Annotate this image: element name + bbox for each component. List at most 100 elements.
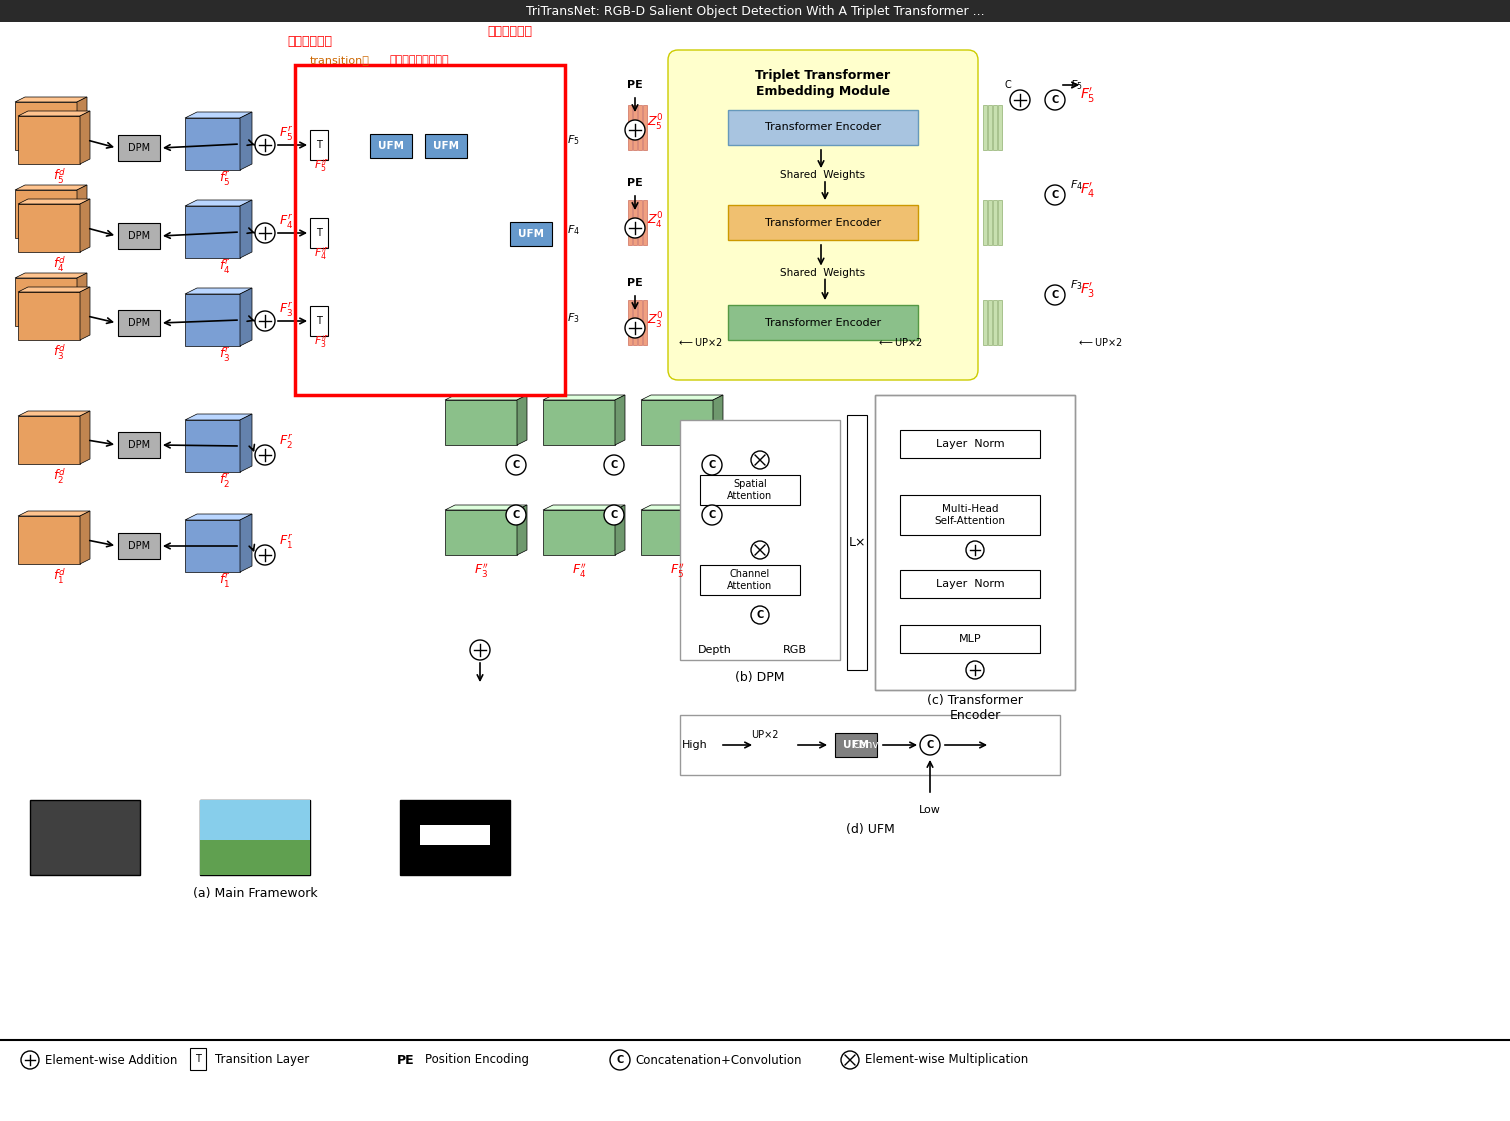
Text: UP×2: UP×2 [752, 730, 779, 740]
Text: $F_3^{\prime}$: $F_3^{\prime}$ [1080, 280, 1095, 299]
Text: $f_3^d$: $f_3^d$ [53, 342, 65, 362]
Bar [847, 415, 867, 670]
Bar [998, 105, 1003, 150]
Text: 尺度调节模块: 尺度调节模块 [287, 35, 332, 48]
Text: $f_5^d$: $f_5^d$ [53, 166, 65, 186]
Polygon shape [15, 185, 88, 189]
Bar [633, 200, 637, 245]
Bar [628, 105, 633, 150]
Bar [420, 825, 491, 845]
Bar [118, 223, 160, 249]
Polygon shape [80, 200, 91, 252]
Circle shape [966, 661, 985, 679]
Circle shape [841, 1051, 859, 1069]
Bar [874, 395, 1075, 691]
Text: UFM: UFM [518, 229, 544, 239]
Circle shape [255, 445, 275, 465]
Polygon shape [544, 510, 615, 555]
Circle shape [625, 318, 645, 339]
Text: 渐进上采样融合模块: 渐进上采样融合模块 [390, 55, 450, 65]
Polygon shape [186, 118, 240, 170]
Text: $f_1^r$: $f_1^r$ [219, 571, 230, 589]
Polygon shape [186, 420, 240, 472]
Polygon shape [240, 200, 252, 258]
Bar [0, 0, 1510, 22]
Polygon shape [544, 395, 625, 400]
Polygon shape [445, 504, 527, 510]
Text: Element-wise Addition: Element-wise Addition [45, 1054, 177, 1066]
Text: $Z_5^0$: $Z_5^0$ [646, 113, 664, 133]
Bar [680, 420, 840, 660]
Bar [643, 300, 646, 345]
Circle shape [1010, 90, 1030, 110]
Polygon shape [80, 287, 91, 340]
Text: MLP: MLP [959, 634, 982, 643]
Bar [118, 432, 160, 458]
Bar [728, 305, 918, 340]
Text: Multi-Head
Self-Attention: Multi-Head Self-Attention [935, 504, 1006, 526]
Polygon shape [80, 511, 91, 564]
Bar [983, 105, 988, 150]
Circle shape [604, 504, 624, 525]
Text: $\longleftarrow$UP$\times$2: $\longleftarrow$UP$\times$2 [676, 336, 723, 348]
Text: Element-wise Multiplication: Element-wise Multiplication [865, 1054, 1028, 1066]
Polygon shape [15, 189, 77, 238]
Text: C: C [1051, 290, 1059, 300]
Text: Depth: Depth [698, 645, 732, 655]
Text: $F_3''$: $F_3''$ [474, 560, 488, 580]
Text: $\longleftarrow$UP$\times$2: $\longleftarrow$UP$\times$2 [1077, 336, 1123, 348]
Text: TriTransNet: RGB-D Salient Object Detection With A Triplet Transformer ...: TriTransNet: RGB-D Salient Object Detect… [525, 4, 985, 18]
Polygon shape [18, 411, 91, 416]
Polygon shape [77, 274, 88, 326]
Text: $F_4$: $F_4$ [1071, 178, 1083, 192]
Text: T: T [316, 228, 322, 238]
Bar [835, 733, 877, 757]
Text: Transformer Encoder: Transformer Encoder [766, 217, 880, 228]
Polygon shape [516, 504, 527, 555]
Bar [310, 217, 328, 248]
Text: Conv: Conv [853, 740, 879, 750]
Text: Channel
Attention: Channel Attention [728, 569, 773, 591]
Text: C: C [708, 460, 716, 470]
Text: $F_5^{\prime r}$: $F_5^{\prime r}$ [314, 158, 329, 174]
Text: DPM: DPM [128, 143, 149, 152]
Polygon shape [642, 504, 723, 510]
Polygon shape [445, 395, 527, 400]
Polygon shape [186, 414, 252, 420]
Text: Shared  Weights: Shared Weights [781, 268, 865, 278]
Text: $F_5^r$: $F_5^r$ [279, 124, 293, 142]
Text: DPM: DPM [128, 441, 149, 450]
Bar [728, 110, 918, 145]
Polygon shape [77, 185, 88, 238]
Bar [900, 495, 1040, 535]
Bar [900, 626, 1040, 654]
Bar [988, 200, 992, 245]
Text: $Z_4^0$: $Z_4^0$ [646, 211, 664, 231]
Text: DPM: DPM [128, 231, 149, 241]
Text: UFM: UFM [378, 141, 405, 151]
Text: $F_5$: $F_5$ [1071, 78, 1083, 92]
Bar [701, 565, 800, 595]
Polygon shape [18, 416, 80, 464]
Polygon shape [80, 411, 91, 464]
Text: $F_3^{\prime r}$: $F_3^{\prime r}$ [314, 334, 329, 350]
Text: 特征嵌入序列: 特征嵌入序列 [488, 25, 533, 38]
Text: C: C [926, 740, 933, 750]
Text: $F_2^r$: $F_2^r$ [279, 432, 293, 450]
Text: $F_4^{\prime}$: $F_4^{\prime}$ [1080, 180, 1096, 200]
Text: (a) Main Framework: (a) Main Framework [193, 887, 317, 899]
Text: L×: L× [849, 536, 865, 549]
Circle shape [604, 455, 624, 475]
Text: $Z_3^0$: $Z_3^0$ [646, 311, 664, 331]
Polygon shape [18, 115, 80, 164]
Circle shape [470, 640, 491, 660]
Text: $f_5^r$: $f_5^r$ [219, 169, 230, 187]
Polygon shape [18, 111, 91, 115]
Bar [118, 311, 160, 336]
Text: $F_3$: $F_3$ [566, 312, 580, 325]
Text: $F_4^r$: $F_4^r$ [279, 212, 293, 230]
Polygon shape [240, 414, 252, 472]
Text: $F_1^r$: $F_1^r$ [279, 532, 293, 550]
Text: $F_4''$: $F_4''$ [572, 560, 586, 580]
Bar [199, 840, 310, 876]
